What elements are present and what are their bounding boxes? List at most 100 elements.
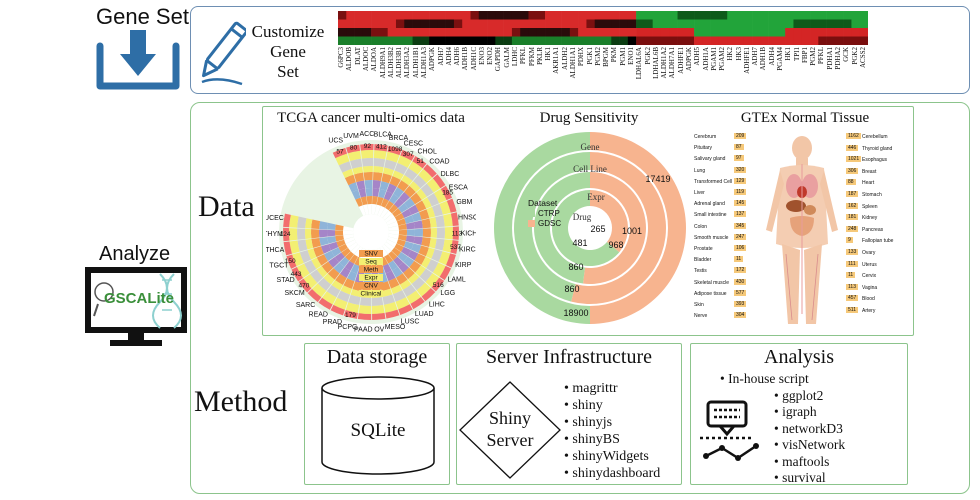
heatmap-cell	[652, 36, 662, 45]
tissue-count: 187	[846, 191, 859, 197]
tcga-segment	[350, 263, 360, 274]
tcga-segment	[289, 228, 298, 241]
tcga-segment	[291, 267, 304, 282]
tcga-segment	[401, 246, 412, 257]
tcga-segment	[330, 304, 345, 316]
heatmap-cell	[801, 19, 811, 28]
heatmap-cell	[594, 36, 604, 45]
tcga-segment	[384, 254, 393, 264]
package-item: shinyjs	[564, 414, 660, 431]
ring-label-bg	[359, 266, 383, 273]
heatmap-cell	[338, 36, 347, 45]
tissue-name: Small intestine	[694, 212, 727, 219]
tcga-segment	[392, 266, 403, 278]
tcga-segment	[327, 222, 336, 230]
tissue-name: Esophagus	[862, 157, 888, 164]
drug-value: 968	[608, 240, 623, 250]
gene-label: GCK	[842, 47, 851, 62]
tcga-segment	[365, 188, 373, 197]
cancer-label: CHOL	[417, 149, 437, 156]
gene-label: ADH1C	[469, 47, 478, 71]
drug-value: 1001	[622, 226, 642, 236]
heatmap-cell	[768, 28, 778, 37]
package-item: shinyBS	[564, 431, 660, 448]
heatmap-cell	[495, 28, 504, 37]
heatmap-cell	[859, 28, 868, 37]
tissue-name: Kidney	[862, 215, 878, 222]
tcga-segment	[343, 310, 358, 319]
cancer-label: LAML	[447, 276, 465, 283]
tcga-segment	[421, 288, 436, 302]
tissue-name: Fallopian tube	[862, 238, 894, 245]
tcga-segment	[388, 260, 398, 271]
heatmap-cell	[627, 28, 637, 37]
tissue-row: Salivary gland 97	[694, 155, 748, 163]
gene-labels: G6PC3 ALDOB DLAT ALDOC ALDOA ALDH9A1 ALDH3B2 AL…	[337, 47, 868, 93]
data-label: Data	[198, 190, 255, 223]
heatmap-cell	[536, 28, 546, 37]
ring-label-bg	[359, 274, 383, 281]
analysis-item: In-house script	[720, 371, 845, 388]
tissue-name: Salivary gland	[694, 156, 726, 163]
tcga-segment	[366, 196, 373, 205]
tcga-segment	[379, 246, 389, 257]
tcga-segment	[436, 227, 445, 239]
tissue-name: Heart	[862, 180, 875, 187]
cancer-count: 92	[364, 143, 372, 150]
heatmap-cell	[338, 11, 347, 20]
tcga-segment	[416, 282, 431, 297]
cancer-label: KIRC	[459, 247, 476, 254]
tcga-segment	[297, 216, 307, 229]
tcga-segment	[426, 206, 436, 218]
cancer-count: 412	[376, 143, 387, 150]
tcga-segment	[421, 218, 431, 229]
tcga-segment	[319, 221, 328, 230]
heatmap-cell	[528, 28, 538, 37]
tissue-row: Adipose tissue 577	[694, 289, 748, 298]
tcga-segment	[357, 313, 372, 320]
data-storage-title: Data storage	[326, 346, 428, 368]
tcga-segment	[419, 268, 433, 283]
tcga-segment	[385, 270, 396, 282]
tissue-row: 162 Spleen	[846, 202, 912, 211]
legend-label: CTRP	[538, 209, 560, 218]
heatmap-cell	[735, 36, 745, 45]
heatmap-cell	[487, 11, 496, 20]
gdsc-arc	[590, 190, 628, 253]
heatmap-cell	[395, 11, 405, 20]
tcga-segment	[388, 251, 398, 261]
tcga-segment	[311, 229, 320, 239]
heatmap-cell	[545, 28, 554, 37]
tissue-name: Pancreas	[862, 226, 884, 233]
heatmap-cell	[735, 28, 745, 37]
tcga-segment	[450, 212, 459, 226]
tissue-row: Transformed Cell 129	[694, 177, 748, 186]
tcga-segment	[389, 175, 401, 187]
heatmap-cell	[395, 28, 405, 37]
tissue-count: 11	[846, 272, 856, 279]
tissue-row: Testis 172	[694, 267, 748, 275]
gene-label: DLAT	[353, 47, 362, 65]
gdsc-arc	[590, 132, 686, 324]
heatmap-cell	[768, 36, 778, 45]
tcga-segment	[386, 217, 397, 225]
tissue-count: 511	[846, 307, 858, 313]
tcga-segment	[391, 247, 401, 257]
tcga-segment	[374, 144, 388, 152]
heatmap-cell	[611, 36, 620, 45]
cancer-label: UCEC	[266, 215, 284, 222]
heatmap-cell	[810, 28, 819, 37]
tissue-row: Colon 345	[694, 222, 748, 231]
tissue-name: Spleen	[862, 203, 878, 210]
tissue-name: Skeletal muscle	[694, 279, 730, 286]
cancer-label: LUSC	[401, 319, 420, 326]
heatmap-cell	[677, 19, 687, 28]
heatmap-cell	[603, 28, 612, 37]
tcga-segment	[381, 288, 393, 297]
heatmap-cell	[702, 19, 711, 28]
gene-label: ALDOA	[370, 47, 379, 72]
heatmap-cell	[487, 19, 496, 28]
heatmap-cell	[619, 28, 629, 37]
tissue-count: 113	[846, 283, 858, 290]
heatmap-cell	[594, 11, 604, 20]
